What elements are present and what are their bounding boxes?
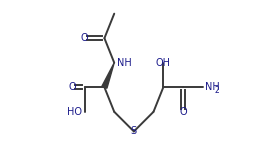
- Text: NH: NH: [205, 82, 220, 92]
- Text: O: O: [81, 33, 88, 43]
- Text: NH: NH: [117, 58, 131, 68]
- Text: OH: OH: [156, 58, 171, 68]
- Text: 2: 2: [214, 86, 219, 95]
- Text: S: S: [131, 126, 137, 136]
- Text: O: O: [179, 107, 187, 117]
- Polygon shape: [102, 63, 114, 88]
- Text: HO: HO: [67, 107, 82, 117]
- Text: O: O: [69, 82, 76, 92]
